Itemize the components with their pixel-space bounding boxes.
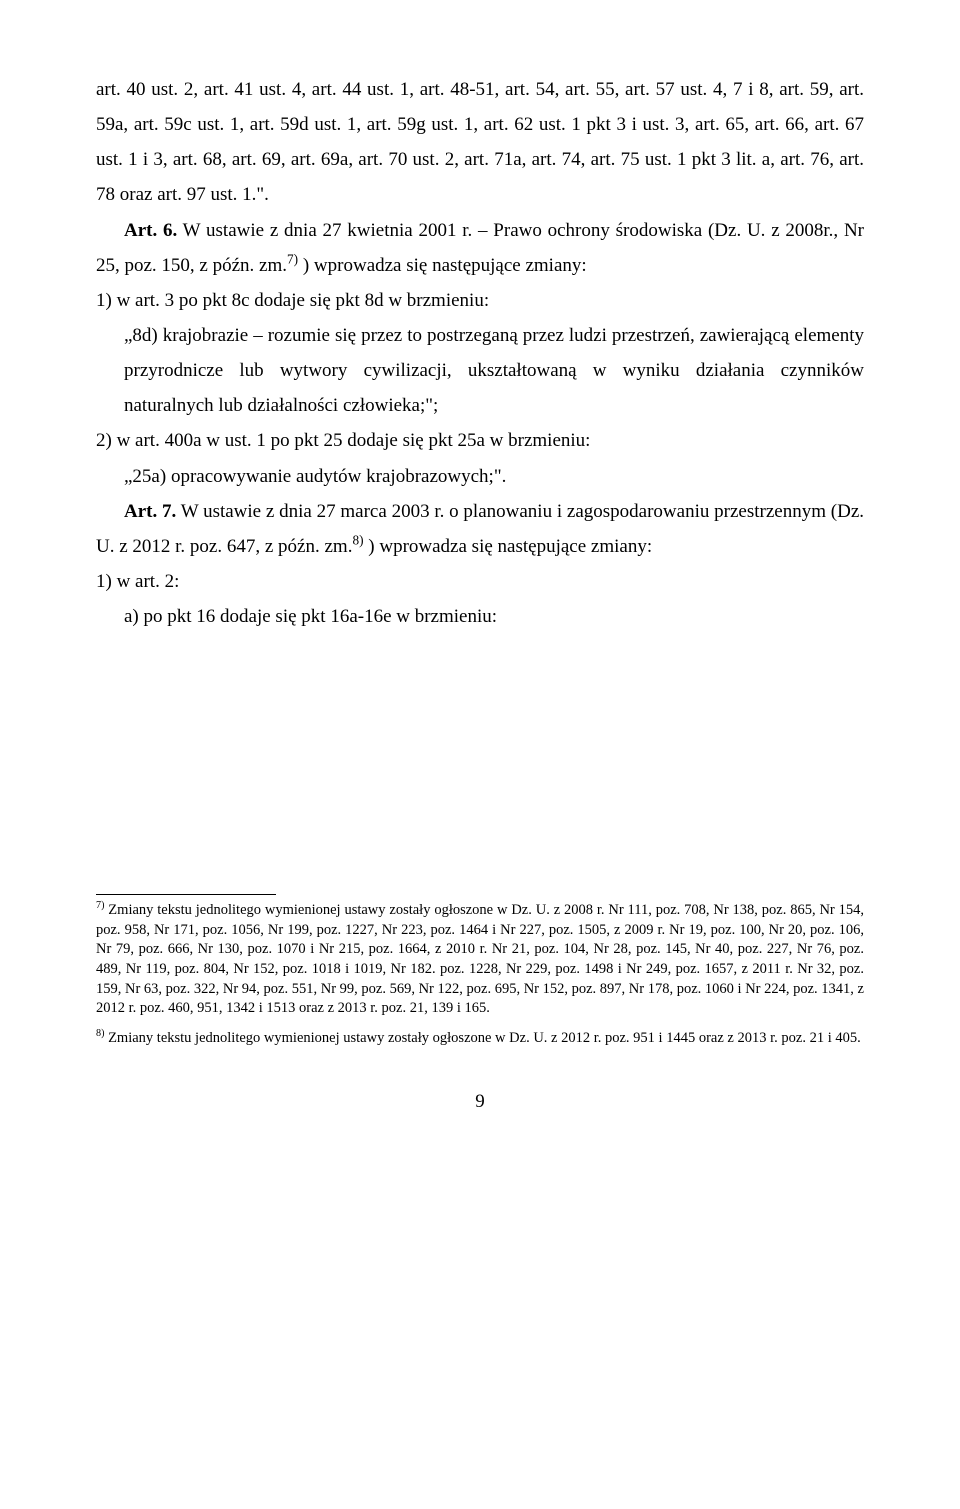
footnote-8-marker: 8) (352, 533, 363, 548)
footnote-separator (96, 894, 276, 895)
footnote-8-text: Zmiany tekstu jednolitego wymienionej us… (104, 1030, 860, 1046)
paragraph-continuation: art. 40 ust. 2, art. 41 ust. 4, art. 44 … (96, 72, 864, 213)
article-6-label: Art. 6. (124, 220, 177, 241)
footnotes: 7) Zmiany tekstu jednolitego wymienionej… (96, 901, 864, 1048)
footnote-7-marker: 7) (287, 251, 298, 266)
article-7-label: Art. 7. (124, 501, 176, 522)
list-item-1-quote: „8d) krajobrazie – rozumie się przez to … (96, 318, 864, 423)
article-7-text-b: ) wprowadza się następujące zmiany: (364, 536, 653, 557)
footnote-8: 8) Zmiany tekstu jednolitego wymienionej… (96, 1029, 864, 1049)
list-item-2-quote: „25a) opracowywanie audytów krajobrazowy… (96, 459, 864, 494)
article-6: Art. 6. W ustawie z dnia 27 kwietnia 200… (96, 213, 864, 283)
list-item-3a: a) po pkt 16 dodaje się pkt 16a-16e w br… (96, 599, 864, 634)
article-7: Art. 7. W ustawie z dnia 27 marca 2003 r… (96, 494, 864, 564)
page-number: 9 (96, 1084, 864, 1119)
list-item-2: 2) w art. 400a w ust. 1 po pkt 25 dodaje… (96, 423, 864, 458)
footnote-7: 7) Zmiany tekstu jednolitego wymienionej… (96, 901, 864, 1018)
document-body: art. 40 ust. 2, art. 41 ust. 4, art. 44 … (96, 72, 864, 634)
footnote-7-text: Zmiany tekstu jednolitego wymienionej us… (96, 902, 864, 1016)
article-6-text-b: ) wprowadza się następujące zmiany: (298, 255, 587, 276)
list-item-1: 1) w art. 3 po pkt 8c dodaje się pkt 8d … (96, 283, 864, 318)
list-item-3: 1) w art. 2: (96, 564, 864, 599)
